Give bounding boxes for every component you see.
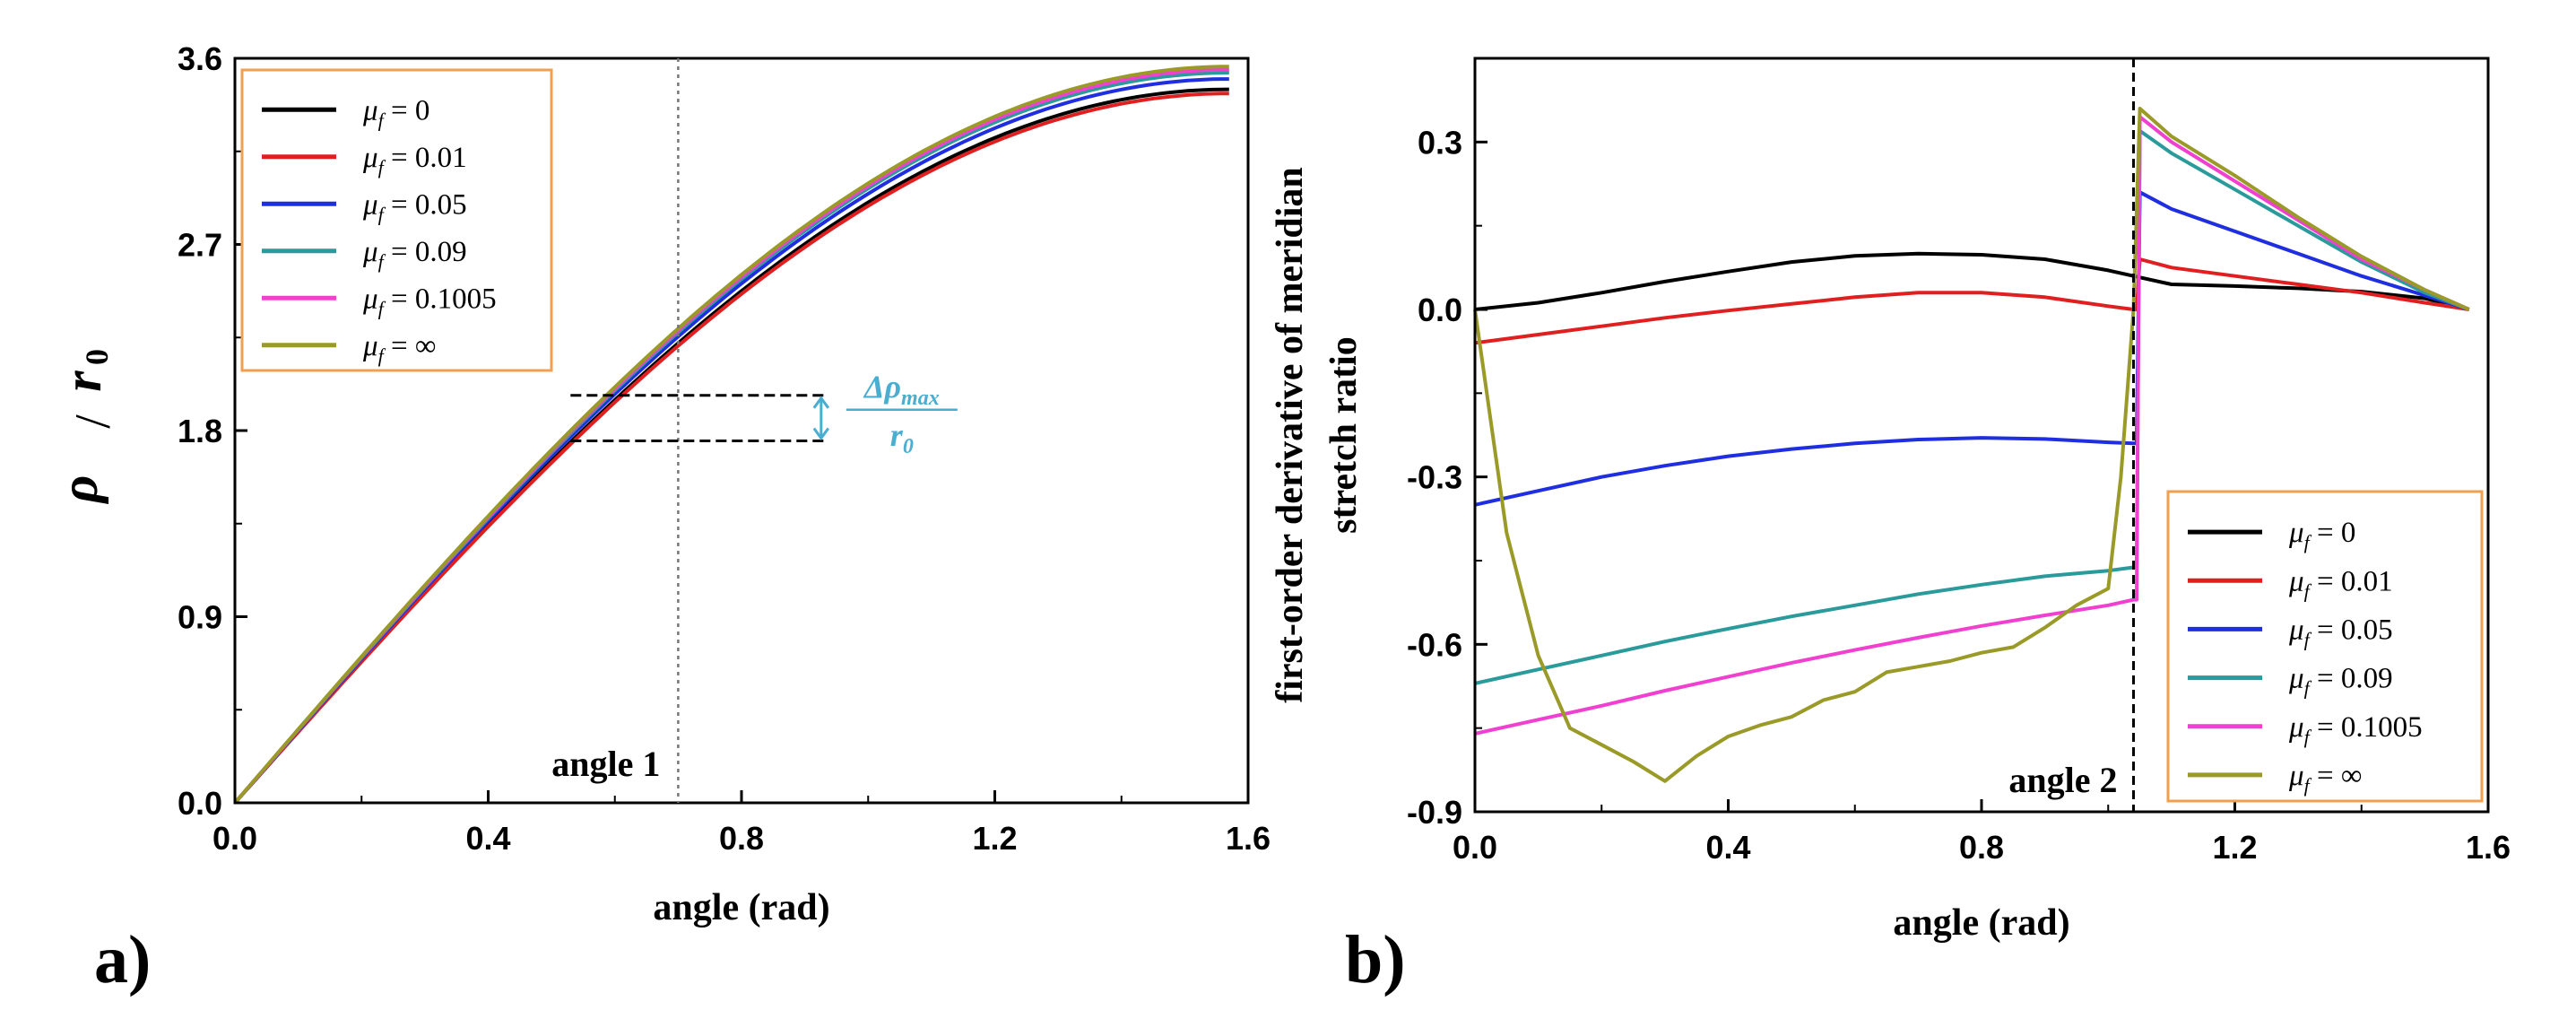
chart-b-legend-label: μf = 0.05 — [2288, 614, 2393, 650]
chart-a-ylabel-r-sub: 0 — [79, 349, 115, 365]
chart-a-lines — [233, 65, 1229, 805]
chart-b-series-line — [1473, 107, 2470, 783]
chart-b-legend-label: μf = 0 — [2288, 517, 2355, 553]
chart-b-xtick-label: 1.2 — [2212, 829, 2257, 866]
chart-b-series-line — [1474, 128, 2470, 685]
chart-a-legend: μf = 0 μf = 0.01 μf = 0.05 μf = 0.09 μf = 0.… — [240, 68, 553, 372]
chart-b-ytick-label: 0.0 — [1418, 292, 1462, 328]
chart-b-ticks: 0.0 0.4 0.8 1.2 1.6 -0.9 -0.6 -0.3 0.0 0.3 — [1407, 124, 2511, 866]
chart-b-legend-entry: μf = 0.05 — [2188, 614, 2393, 650]
chart-b-angle-marker: angle 2 — [2008, 58, 2135, 812]
chart-b-xtick-label: 1.6 — [2466, 829, 2511, 866]
chart-a-ytick-label: 2.7 — [178, 227, 222, 264]
chart-a-xtick-label: 0.0 — [212, 820, 257, 857]
chart-a-ticks: 0.0 0.4 0.8 1.2 1.6 0.0 0.9 1.8 2.7 3.6 — [178, 40, 1271, 857]
chart-b-lines — [1473, 107, 2470, 783]
chart-a-ytick-label: 3.6 — [178, 40, 222, 77]
chart-b-ylabel-line2: stretch ratio — [1323, 336, 1365, 534]
chart-b-series-line — [1474, 251, 2470, 311]
chart-b-series-line — [1474, 257, 2470, 345]
chart-b-xtick-label: 0.4 — [1705, 829, 1750, 866]
chart-a-legend-entry: μf = ∞ — [262, 330, 436, 367]
chart-b-xlabel: angle (rad) — [1893, 902, 2069, 944]
chart-a-ytick-label: 0.9 — [178, 599, 222, 636]
chart-b-xtick-label: 0.0 — [1453, 829, 1497, 866]
chart-a-ylabel-slash: / — [65, 414, 121, 429]
chart-b-angle2-label: angle 2 — [2008, 760, 2117, 800]
chart-a-delta-annotation: Δρmax r0 — [570, 369, 958, 458]
chart-a-ylabel: ρ / r 0 — [49, 349, 121, 504]
chart-a-legend-label: μf = 0 — [362, 94, 429, 131]
chart-a-series-line — [233, 65, 1229, 805]
chart-a-legend-label: μf = 0.1005 — [362, 283, 497, 319]
chart-a: 0.0 0.4 0.8 1.2 1.6 0.0 0.9 1.8 2.7 3.6 angle (ra… — [49, 40, 1271, 997]
chart-a-ytick-label: 1.8 — [178, 413, 222, 449]
panel-label-b: b) — [1345, 922, 1406, 997]
chart-b-legend-label: μf = 0.1005 — [2288, 711, 2423, 748]
chart-b-legend-box — [2166, 490, 2484, 803]
chart-a-xtick-label: 1.2 — [972, 820, 1017, 857]
chart-a-delta-arrowhead-down — [812, 427, 830, 441]
chart-b-legend-entry: μf = 0 — [2188, 517, 2355, 553]
chart-a-legend-box — [240, 68, 553, 372]
chart-a-ytick-label: 0.0 — [178, 785, 222, 822]
chart-a-legend-entry: μf = 0.01 — [262, 142, 467, 179]
chart-b-series-line — [1474, 190, 2470, 507]
chart-a-xtick-label: 0.8 — [719, 820, 764, 857]
chart-b: 0.0 0.4 0.8 1.2 1.6 -0.9 -0.6 -0.3 0.0 0.3 angle … — [1270, 57, 2511, 997]
chart-b-legend-entry: μf = 0.09 — [2188, 663, 2393, 700]
chart-a-xlabel: angle (rad) — [653, 887, 829, 928]
chart-a-series-line — [233, 91, 1229, 805]
chart-b-legend-entry: μf = ∞ — [2188, 760, 2362, 797]
chart-a-legend-entry: μf = 0.05 — [262, 188, 467, 225]
chart-a-delta-numerator: Δρmax — [863, 369, 940, 410]
chart-a-ylabel-r: r — [53, 370, 112, 392]
chart-b-xtick-label: 0.8 — [1959, 829, 2004, 866]
chart-a-xtick-label: 0.4 — [465, 820, 510, 857]
chart-b-ytick-label: -0.9 — [1407, 794, 1462, 831]
chart-b-legend-label: μf = 0.09 — [2288, 663, 2393, 700]
chart-a-xtick-label: 1.6 — [1226, 820, 1271, 857]
chart-a-delta-arrowhead-up — [812, 396, 830, 409]
chart-b-legend-entry: μf = 0.01 — [2188, 565, 2393, 602]
chart-b-legend-label: μf = ∞ — [2288, 760, 2362, 797]
chart-b-ytick-label: 0.3 — [1418, 124, 1462, 161]
chart-a-legend-entry: μf = 0.1005 — [262, 283, 497, 319]
chart-a-delta-denominator: r0 — [890, 417, 914, 458]
chart-a-angle-marker: angle 1 — [551, 58, 680, 803]
chart-a-ylabel-rho: ρ — [49, 475, 108, 505]
panel-label-a: a) — [94, 922, 151, 997]
chart-a-legend-label: μf = 0.05 — [362, 188, 467, 225]
chart-a-angle1-label: angle 1 — [551, 744, 660, 784]
chart-a-legend-entry: μf = 0 — [262, 94, 429, 131]
chart-a-legend-label: μf = 0.09 — [362, 236, 467, 273]
chart-a-legend-entry: μf = 0.09 — [262, 236, 467, 273]
chart-b-legend-entry: μf = 0.1005 — [2188, 711, 2423, 748]
chart-b-ytick-label: -0.3 — [1407, 459, 1462, 496]
chart-b-legend: μf = 0 μf = 0.01 μf = 0.05 μf = 0.09 μf = 0.… — [2166, 490, 2484, 803]
chart-b-ylabel-line1: first-order derivative of meridian — [1270, 167, 1311, 703]
chart-a-legend-label: μf = 0.01 — [362, 142, 467, 179]
chart-b-series-line — [1474, 115, 2470, 736]
chart-a-legend-label: μf = ∞ — [362, 330, 436, 367]
chart-b-ytick-label: -0.6 — [1407, 626, 1462, 663]
chart-b-legend-label: μf = 0.01 — [2288, 565, 2393, 602]
